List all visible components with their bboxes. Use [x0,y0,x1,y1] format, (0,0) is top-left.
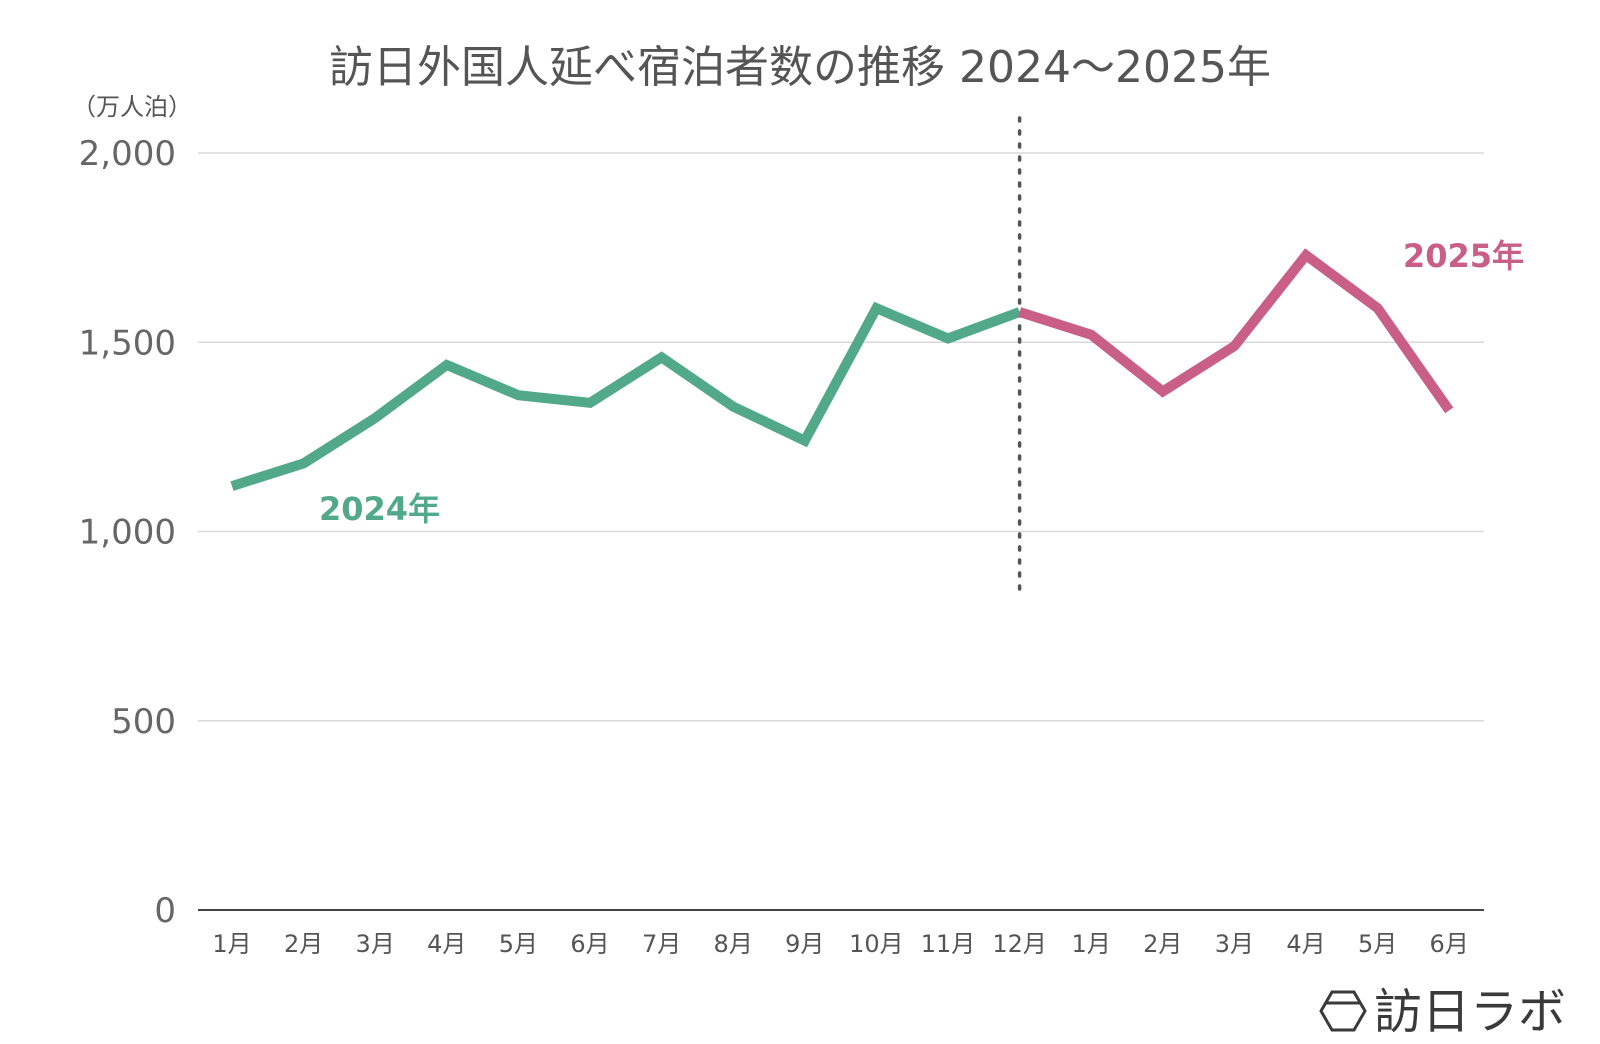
gridlines [198,152,1484,911]
x-tick-label: 5月 [1358,930,1397,958]
series-label: 2024年 [319,490,440,528]
x-tick-label: 3月 [356,930,395,958]
series-label: 2025年 [1403,237,1524,275]
series-labels: 2024年 2025年 [319,237,1524,528]
x-tick-label: 3月 [1215,930,1254,958]
y-tick-label: 1,000 [79,513,176,553]
x-tick-label: 7月 [642,930,681,958]
x-tick-label: 4月 [1286,930,1325,958]
x-tick-label: 1月 [1072,930,1111,958]
x-tick-label: 11月 [921,930,976,958]
x-tick-label: 5月 [499,930,538,958]
y-tick-label: 1,500 [79,323,176,363]
x-tick-label: 9月 [785,930,824,958]
x-tick-label: 10月 [849,930,904,958]
x-tick-label: 1月 [212,930,251,958]
x-tick-label: 8月 [714,930,753,958]
x-tick-label: 6月 [570,930,609,958]
y-axis-unit-label: （万人泊） [72,93,192,121]
y-tick-label: 0 [154,891,176,931]
x-tick-label: 2月 [1143,930,1182,958]
series-line [230,301,1022,491]
hexagon-logo-icon [1319,990,1367,1032]
x-tick-label: 12月 [992,930,1047,958]
y-axis-ticks: 0 500 1,000 1,500 2,000 [79,134,176,931]
series-lines [230,248,1454,491]
logo-text: 訪日ラボ [1374,984,1566,1040]
series-line [1018,248,1454,414]
x-tick-label: 6月 [1430,930,1469,958]
y-tick-label: 500 [111,702,176,742]
y-tick-label: 2,000 [79,134,176,174]
x-axis-ticks: 1月 2月 3月 4月 5月 6月 7月 8月 9月 10月 11月 12月 1月 2月 3月 4月 5月 6月 [212,930,1468,958]
x-tick-label: 4月 [427,930,466,958]
brand-logo: 訪日ラボ [1319,984,1566,1040]
chart-title: 訪日外国人延べ宿泊者数の推移 2024〜2025年 [329,42,1271,93]
x-tick-label: 2月 [284,930,323,958]
